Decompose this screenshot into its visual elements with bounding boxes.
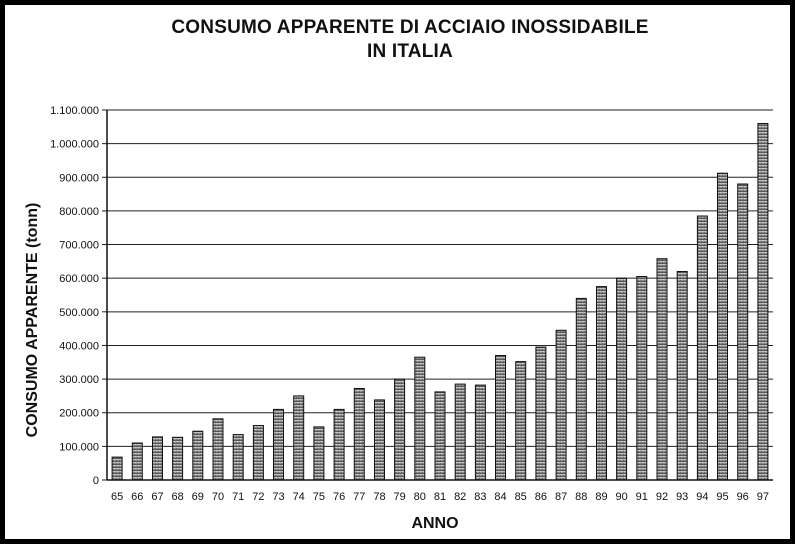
bar [676,271,688,481]
bar [374,399,385,481]
y-tick-label: 100.000 [59,441,99,453]
x-tick-label: 91 [636,491,648,503]
y-tick-label: 600.000 [59,273,99,285]
bar [515,361,527,481]
x-tick-label: 76 [333,491,345,503]
bar [353,388,365,481]
x-tick-labels: 65 66 67 68 69 70 71 72 73 74 75 76 77 78 79 80 81 82 83 84… [111,491,769,503]
y-tick-label: 1.100.000 [50,105,99,117]
x-tick-label: 82 [454,491,466,503]
x-tick-label: 84 [494,491,506,503]
bar [575,297,587,481]
bar [152,436,163,481]
y-tick-labels: 0 100.000 200.000 300.000 400.000 500.000 600.… [50,105,99,487]
bar [172,436,184,481]
bar [252,425,264,481]
x-tick-label: 96 [737,491,749,503]
y-tick-label: 700.000 [59,240,99,252]
y-tick-label: 900.000 [59,172,99,184]
x-tick-label: 95 [716,491,728,503]
y-tick-label: 500.000 [59,307,99,319]
x-tick-label: 94 [696,491,708,503]
x-tick-label: 65 [111,491,123,503]
y-tick-label: 300.000 [59,374,99,386]
bar [656,258,668,481]
x-tick-label: 79 [393,491,405,503]
y-tick-label: 200.000 [59,408,99,420]
bar [454,383,466,481]
x-tick-label: 89 [595,491,607,503]
bar [555,329,567,481]
bar [434,391,446,481]
x-tick-label: 77 [353,491,365,503]
x-tick-label: 87 [555,491,567,503]
x-tick-label: 73 [272,491,284,503]
x-tick-label: 80 [414,491,426,503]
bar [273,408,284,481]
x-tick-label: 70 [212,491,224,503]
y-tick-label: 400.000 [59,340,99,352]
y-axis-title: CONSUMO APPARENTE (tonn) [24,203,41,438]
x-tick-label: 85 [515,491,527,503]
x-tick-label: 97 [757,491,769,503]
x-tick-label: 88 [575,491,587,503]
x-tick-label: 83 [474,491,486,503]
bar [232,434,244,481]
bar [616,277,628,481]
chart-title-line-2: IN ITALIA [367,41,453,62]
x-tick-label: 86 [535,491,547,503]
x-tick-label: 67 [151,491,163,503]
bar [414,356,426,481]
x-tick-label: 93 [676,491,688,503]
x-tick-label: 66 [131,491,143,503]
bar [757,123,769,481]
y-tick-label: 0 [93,475,99,487]
x-tick-label: 78 [373,491,385,503]
bar [192,430,204,481]
bar [717,172,728,481]
x-tick-label: 90 [615,491,627,503]
bar [333,408,345,481]
bar [313,426,325,481]
x-tick-label: 69 [192,491,204,503]
x-tick-label: 75 [313,491,325,503]
bar [636,276,648,481]
bar [293,395,305,481]
y-tick-label: 1.000.000 [50,139,99,151]
chart-title-line-1: CONSUMO APPARENTE DI ACCIAIO INOSSIDABIL… [171,17,649,38]
bar [394,378,406,481]
bar [111,456,123,481]
chart-title: CONSUMO APPARENTE DI ACCIAIO INOSSIDABIL… [0,16,795,64]
x-tick-label: 81 [434,491,446,503]
bar [131,442,143,481]
x-tick-label: 68 [171,491,183,503]
x-axis-title: ANNO [411,515,458,532]
y-tick-label: 800.000 [59,206,99,218]
bar [212,418,224,481]
x-tick-label: 71 [232,491,244,503]
bar [495,355,506,481]
x-tick-label: 74 [293,491,305,503]
bar [737,183,749,481]
bar [696,215,708,481]
bar [535,346,547,481]
x-tick-label: 92 [656,491,668,503]
x-tick-label: 72 [252,491,264,503]
bar [596,286,607,481]
bar [474,384,486,481]
